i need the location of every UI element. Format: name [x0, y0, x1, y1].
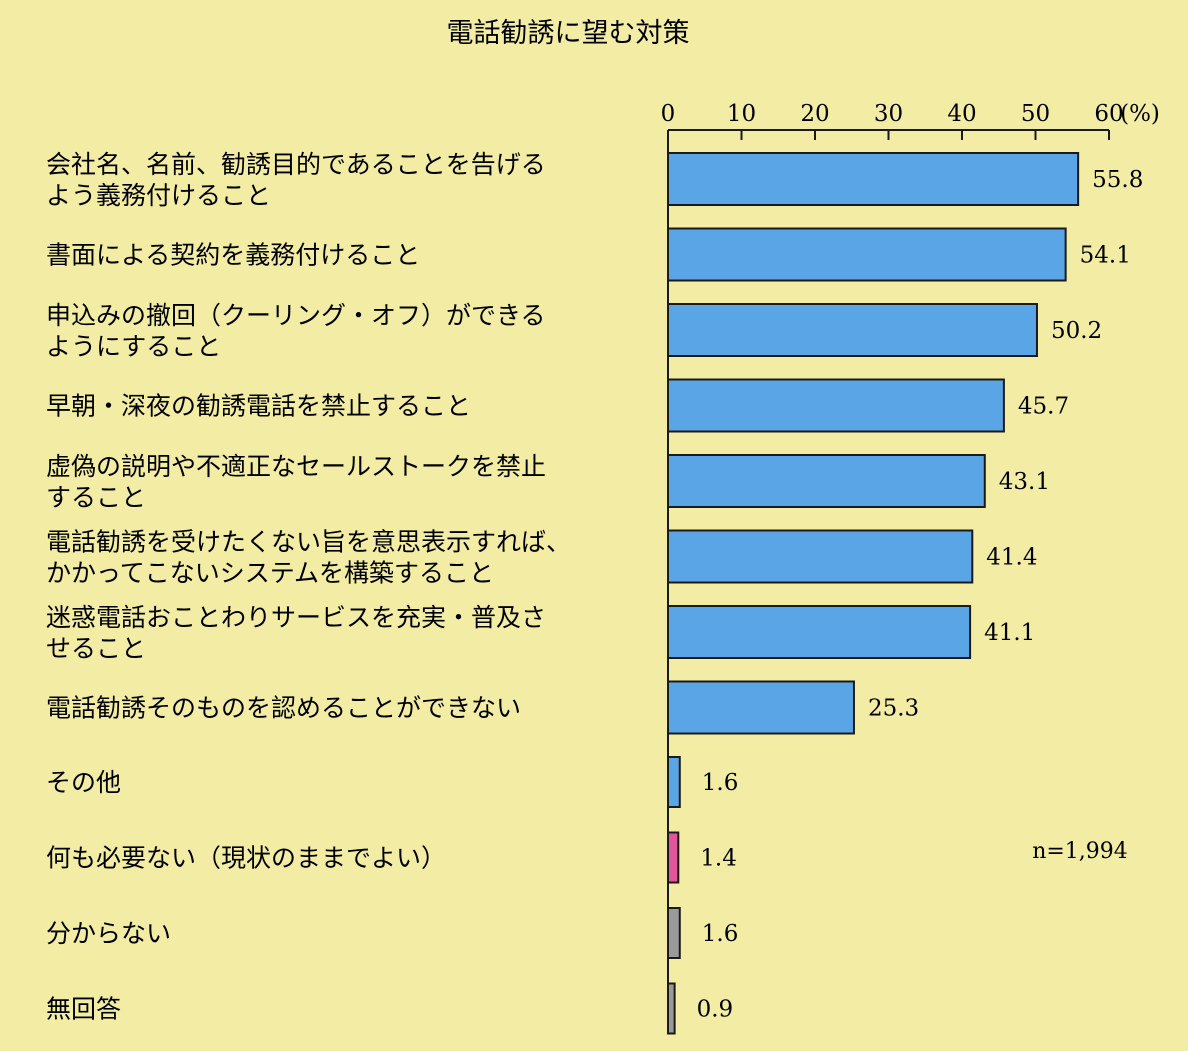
- bar: [667, 756, 681, 808]
- category-label: 早朝・深夜の勧誘電話を禁止すること: [46, 392, 471, 421]
- bar: [667, 303, 1038, 357]
- category-label: かかってこないシステムを構築すること: [46, 559, 494, 588]
- category-label: すること: [46, 483, 146, 512]
- bar: [667, 227, 1067, 282]
- x-tick-label: 30: [874, 101, 903, 127]
- x-tick-label: 10: [727, 101, 756, 127]
- category-label: 会社名、名前、勧誘目的であることを告げる: [46, 150, 546, 179]
- bar: [667, 907, 681, 959]
- category-label: 電話勧誘そのものを認めることができない: [46, 694, 521, 723]
- category-label: 何も必要ない（現状のままでよい）: [46, 844, 446, 873]
- bar-value-label: 43.1: [999, 469, 1050, 495]
- x-tick-label: 40: [947, 101, 976, 127]
- category-label: 書面による契約を義務付けること: [46, 241, 420, 270]
- bar-value-label: 55.8: [1092, 167, 1143, 193]
- sample-size-note: n=1,994: [1032, 839, 1128, 864]
- bar-value-label: 1.4: [700, 846, 737, 872]
- category-label: よう義務付けること: [46, 181, 271, 210]
- bar-value-label: 45.7: [1018, 394, 1069, 420]
- category-label: 虚偽の説明や不適正なセールストークを禁止: [46, 452, 546, 481]
- category-label: ようにすること: [46, 332, 221, 361]
- chart-title: 電話勧誘に望む対策: [447, 18, 690, 49]
- x-tick-label: 20: [800, 101, 829, 127]
- bar-value-label: 1.6: [702, 921, 739, 947]
- x-tick-label: 60: [1094, 101, 1123, 127]
- bar: [667, 831, 680, 884]
- bar: [667, 152, 1080, 206]
- bar: [667, 605, 972, 659]
- category-label: 分からない: [46, 919, 171, 948]
- x-tick-label: 0: [661, 101, 676, 127]
- axis-unit-label: (%): [1120, 101, 1160, 127]
- bar-value-label: 54.1: [1080, 243, 1131, 269]
- x-tick-label: 50: [1021, 101, 1050, 127]
- category-label: 無回答: [46, 995, 121, 1024]
- bar: [667, 378, 1005, 433]
- category-label: 申込みの撤回（クーリング・オフ）ができる: [46, 301, 546, 330]
- category-label: 電話勧誘を受けたくない旨を意思表示すれば、: [46, 528, 571, 557]
- category-label: その他: [46, 768, 121, 797]
- bar-value-label: 50.2: [1051, 318, 1102, 344]
- bar-value-label: 41.1: [984, 620, 1035, 646]
- bar-value-label: 41.4: [986, 545, 1037, 571]
- bar-value-label: 1.6: [702, 770, 739, 796]
- category-label: 迷惑電話おことわりサービスを充実・普及さ: [46, 603, 546, 632]
- bar-value-label: 0.9: [697, 997, 734, 1023]
- bar: [667, 982, 676, 1035]
- bar: [667, 680, 855, 735]
- bar-value-label: 25.3: [868, 696, 919, 722]
- category-label: せること: [46, 634, 146, 663]
- bar: [667, 454, 986, 508]
- bar: [667, 529, 974, 584]
